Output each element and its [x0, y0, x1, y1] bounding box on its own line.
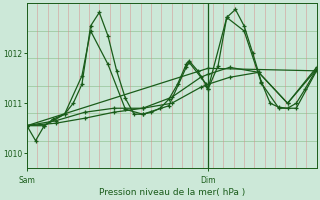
X-axis label: Pression niveau de la mer( hPa ): Pression niveau de la mer( hPa ): [99, 188, 245, 197]
